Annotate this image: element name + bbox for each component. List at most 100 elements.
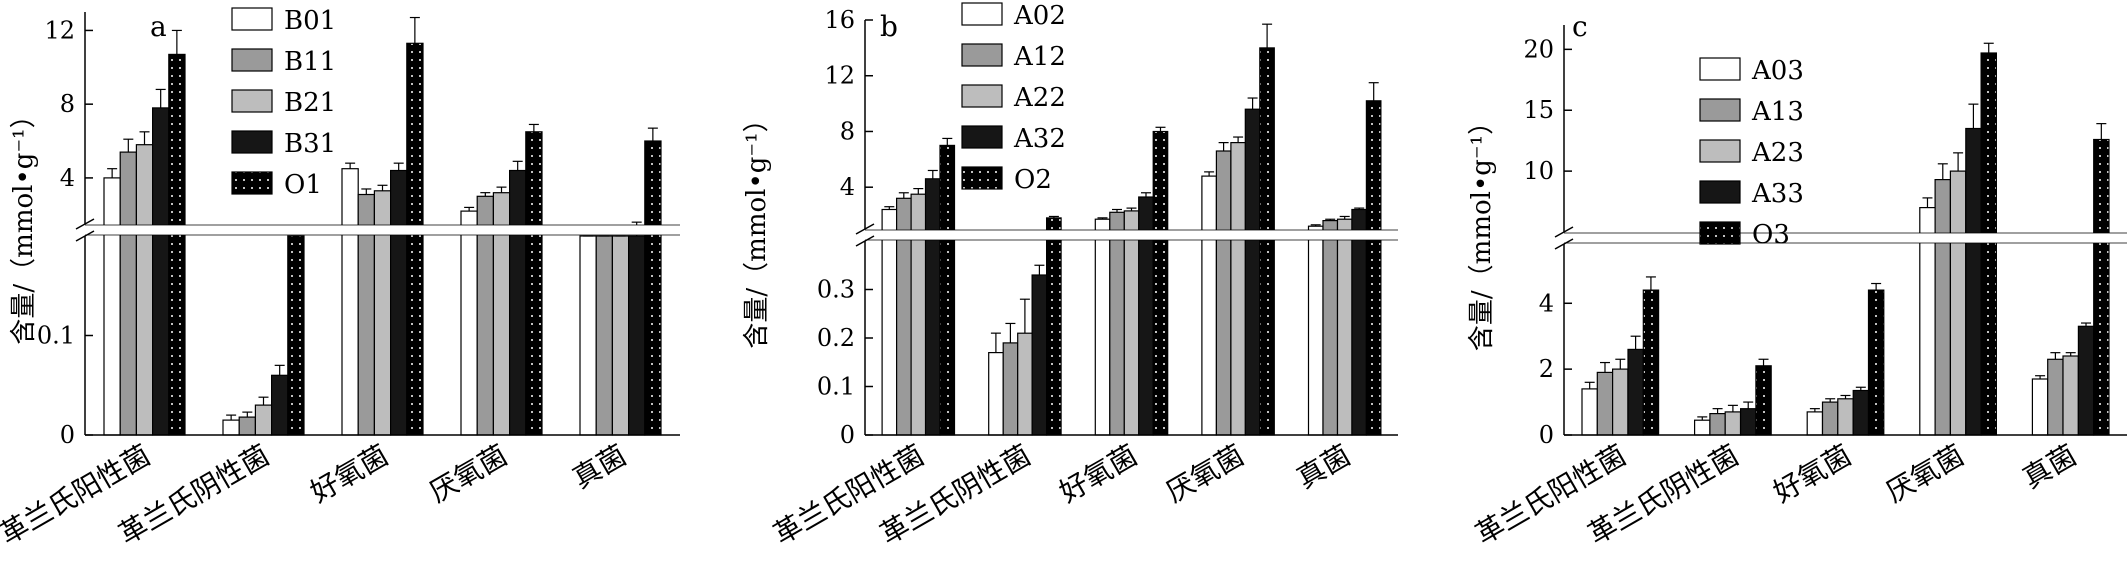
bar-A33-1 — [1739, 408, 1757, 436]
bar-B31-2 — [390, 169, 408, 436]
y-tick-label: 0.1 — [817, 373, 855, 401]
bar-B01-3 — [460, 210, 478, 436]
y-tick-label: 4 — [1539, 289, 1554, 317]
legend-label-A03: A03 — [1751, 56, 1804, 86]
bar-B11-4 — [595, 235, 614, 436]
x-category-label: 好氧菌 — [1054, 438, 1143, 509]
legend-swatch-A13 — [1699, 98, 1741, 122]
bar-A32-1 — [1031, 274, 1048, 436]
break-mark-1 — [75, 218, 95, 230]
x-category-label: 真菌 — [1291, 438, 1356, 495]
bar-A23-1 — [1724, 411, 1742, 436]
legend-label-A13: A13 — [1751, 97, 1804, 127]
bar-O2-4 — [1365, 100, 1382, 436]
legend-swatch-A22 — [961, 84, 1003, 108]
axis-break-gap — [73, 225, 680, 235]
bar-A13-4 — [2047, 358, 2064, 436]
legend-swatch-A23 — [1699, 139, 1741, 163]
bar-B31-4 — [627, 235, 646, 436]
bar-O3-4 — [2093, 138, 2110, 436]
y-tick-label: 16 — [824, 6, 855, 34]
legend-swatch-O3 — [1699, 221, 1741, 245]
bar-O1-3 — [525, 131, 543, 436]
y-tick-label: 12 — [44, 16, 75, 44]
bar-A02-2 — [1094, 218, 1111, 436]
y-tick-label: 0 — [840, 421, 855, 449]
legend-label-A02: A02 — [1013, 1, 1066, 31]
bar-O2-1 — [1045, 217, 1062, 436]
bar-B31-0 — [152, 107, 170, 436]
legend-swatch-B31 — [231, 130, 273, 154]
y-axis-title: 含量/（mmol•g⁻¹） — [742, 106, 772, 348]
bar-A02-0 — [881, 208, 898, 436]
legend-swatch-B01 — [231, 7, 273, 31]
y-tick-label: 12 — [824, 62, 855, 90]
bar-B01-0 — [103, 177, 121, 436]
bar-A22-2 — [1123, 210, 1140, 436]
x-category-label: 厌氧菌 — [1160, 438, 1249, 509]
legend-label-O1: O1 — [284, 170, 322, 200]
panel-label: c — [1572, 10, 1588, 43]
bar-A13-1 — [1709, 413, 1726, 436]
bar-O1-0 — [168, 53, 186, 436]
legend-label-A12: A12 — [1013, 42, 1066, 72]
bar-A23-4 — [2062, 355, 2079, 436]
bar-A23-3 — [1949, 170, 1967, 436]
bar-A22-3 — [1230, 142, 1247, 436]
bar-O3-2 — [1867, 289, 1885, 436]
legend-label-A23: A23 — [1751, 138, 1804, 168]
legend-swatch-B11 — [231, 48, 273, 72]
bar-A33-0 — [1627, 348, 1644, 436]
bar-B31-3 — [509, 169, 527, 436]
bar-A32-4 — [1351, 208, 1368, 436]
x-category-label: 好氧菌 — [305, 438, 394, 509]
bar-A33-4 — [2077, 325, 2095, 436]
legend-swatch-O1 — [231, 171, 273, 195]
bar-O1-4 — [644, 140, 662, 436]
bar-O2-0 — [939, 144, 956, 436]
y-tick-label: 2 — [1539, 355, 1554, 383]
y-axis-title: 含量/（mmol•g⁻¹） — [1467, 109, 1497, 351]
legend-label-A33: A33 — [1751, 179, 1804, 209]
break-mark-2 — [855, 235, 875, 247]
bar-A03-2 — [1806, 411, 1824, 436]
bar-A13-3 — [1934, 179, 1951, 436]
y-axis-title: 含量/（mmol•g⁻¹） — [9, 102, 39, 344]
y-tick-label: 10 — [1523, 157, 1554, 185]
legend-label-B11: B11 — [284, 47, 336, 77]
bar-O2-2 — [1152, 130, 1169, 436]
legend-label-A32: A32 — [1013, 124, 1066, 154]
y-tick-label: 8 — [60, 90, 75, 118]
bar-O3-1 — [1755, 365, 1772, 436]
bar-O3-0 — [1642, 289, 1660, 436]
bar-B21-1 — [254, 404, 273, 436]
x-category-label: 好氧菌 — [1768, 438, 1857, 509]
legend-swatch-A32 — [961, 125, 1003, 149]
bar-A33-3 — [1965, 127, 1982, 436]
x-category-label: 厌氧菌 — [1880, 438, 1969, 509]
bar-A02-1 — [988, 352, 1004, 436]
break-mark-2 — [1554, 238, 1574, 250]
bar-B21-4 — [611, 235, 630, 436]
y-tick-label: 4 — [840, 173, 855, 201]
bar-B11-1 — [238, 416, 256, 436]
axis-break-gap — [853, 230, 1398, 240]
legend-swatch-O2 — [961, 166, 1003, 190]
bar-B31-1 — [271, 374, 289, 436]
bar-A12-2 — [1109, 211, 1125, 436]
y-tick-label: 0.1 — [37, 322, 75, 350]
bar-A02-3 — [1201, 175, 1218, 436]
bar-A03-0 — [1581, 388, 1598, 436]
bar-A23-2 — [1837, 398, 1854, 436]
legend-label-B21: B21 — [284, 88, 336, 118]
bar-A03-1 — [1693, 419, 1711, 436]
bar-B01-1 — [222, 419, 240, 436]
bar-A03-4 — [2031, 378, 2049, 436]
legend-label-O2: O2 — [1014, 165, 1052, 195]
x-category-label: 真菌 — [2017, 438, 2082, 495]
y-tick-label: 0 — [60, 421, 75, 449]
legend-label-B31: B31 — [284, 129, 336, 159]
break-mark-2 — [75, 230, 95, 242]
bar-O1-2 — [406, 42, 424, 436]
